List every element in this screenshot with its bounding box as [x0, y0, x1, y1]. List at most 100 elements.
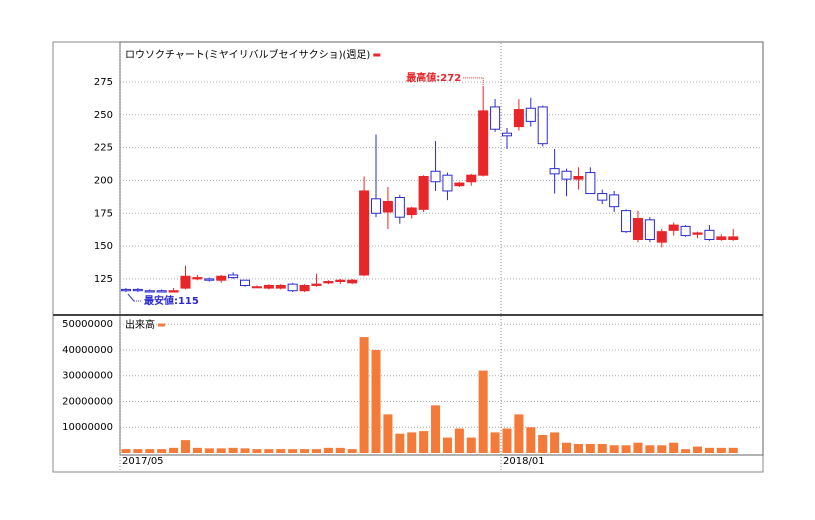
- candle-body: [394, 197, 405, 218]
- volume-bar: [216, 448, 226, 453]
- candle-body: [490, 106, 501, 130]
- candle-body: [347, 279, 358, 284]
- candle-body: [454, 182, 465, 187]
- candle-body: [287, 283, 298, 292]
- candle-body: [263, 284, 274, 289]
- candle-body: [418, 176, 429, 210]
- candle-body: [144, 290, 155, 293]
- candle-body: [597, 193, 608, 201]
- volume-bar: [192, 447, 202, 453]
- volume-bar: [228, 447, 238, 453]
- candle-body: [632, 218, 643, 241]
- y-tick-label: 275: [94, 77, 113, 88]
- volume-bar: [145, 449, 155, 453]
- candle-body: [513, 109, 524, 128]
- volume-bar: [692, 446, 703, 453]
- volume-bar: [359, 337, 369, 453]
- candle-body: [609, 194, 620, 208]
- volume-bar: [550, 432, 560, 453]
- volume-bar: [335, 447, 345, 453]
- volume-bar: [645, 445, 655, 453]
- candle-body: [621, 210, 632, 233]
- candle-body: [168, 290, 179, 293]
- y-tick-label: 10000000: [62, 422, 113, 433]
- candle-body: [359, 190, 370, 276]
- annotation-leader: [127, 293, 135, 302]
- volume-bar: [490, 432, 500, 453]
- y-tick-label: 175: [94, 208, 113, 219]
- volume-bar: [442, 437, 452, 453]
- volume-bar: [728, 447, 738, 453]
- volume-bar: [431, 405, 441, 453]
- volume-bar: [454, 428, 464, 453]
- y-tick-label: 40000000: [62, 345, 113, 356]
- volume-bar: [466, 437, 476, 453]
- volume-bar: [204, 448, 214, 453]
- volume-bar: [669, 442, 679, 453]
- volume-bar: [514, 414, 524, 453]
- volume-bar: [276, 449, 286, 453]
- candle-body: [680, 225, 691, 237]
- y-tick-label: 250: [94, 110, 113, 121]
- volume-bar: [716, 447, 726, 453]
- y-tick-label: 200: [94, 175, 113, 186]
- volume-bar: [383, 414, 393, 453]
- candle-body: [382, 200, 393, 213]
- candle-body: [228, 274, 239, 279]
- plot-frame: [119, 41, 764, 456]
- candle-body: [668, 224, 679, 231]
- candle-body: [561, 170, 572, 180]
- candle-body: [716, 236, 727, 241]
- volume-bar: [538, 434, 548, 453]
- volume-bar: [502, 428, 512, 453]
- volume-bar: [180, 440, 191, 453]
- volume-bar: [157, 449, 167, 453]
- volume-bar: [395, 433, 405, 453]
- volume-bar: [657, 445, 667, 453]
- candle-body: [204, 278, 215, 281]
- candle-body: [478, 110, 489, 176]
- candle-body: [644, 219, 655, 241]
- y-tick-label: 225: [94, 143, 113, 154]
- candle-body: [311, 283, 322, 286]
- candle-body: [549, 168, 560, 175]
- candle-body: [704, 229, 715, 241]
- candle-body: [525, 107, 536, 122]
- candle-body: [216, 275, 227, 281]
- volume-bar: [621, 445, 631, 453]
- candle-body: [585, 172, 596, 195]
- volume-bar: [609, 445, 619, 453]
- volume-bar: [300, 449, 310, 453]
- volume-bar: [562, 442, 572, 453]
- y-tick-label: 30000000: [62, 371, 113, 382]
- candle-body: [692, 232, 703, 235]
- candle-body: [180, 275, 191, 289]
- annotation: 最安値:115: [144, 294, 199, 307]
- candle-body: [406, 207, 417, 216]
- candle-body: [728, 236, 739, 241]
- volume-bar: [323, 447, 333, 453]
- x-tick-label: 2018/01: [503, 456, 545, 467]
- candle-body: [430, 170, 441, 183]
- candle-body: [501, 132, 513, 137]
- candle-body: [192, 277, 203, 280]
- candle-body: [656, 231, 667, 243]
- annotation: 最高値:272: [406, 71, 461, 84]
- candle-body: [335, 279, 346, 283]
- y-tick-label: 50000000: [62, 319, 113, 330]
- candle-body: [370, 198, 382, 214]
- candle-body: [323, 281, 334, 284]
- volume-bar: [288, 449, 298, 453]
- volume-bar: [478, 370, 488, 453]
- candle-body: [275, 284, 286, 289]
- volume-bar: [371, 349, 381, 453]
- chart-title: ロウソクチャート(ミヤイリバルブセイサクショ)(週足): [125, 48, 370, 61]
- x-tick-label: 2017/05: [122, 456, 164, 467]
- volume-bar: [419, 431, 429, 453]
- volume-title: 出来高: [125, 318, 155, 331]
- candle-body: [132, 288, 143, 292]
- candle-body: [240, 279, 251, 286]
- volume-bar: [526, 427, 536, 453]
- volume-bar: [347, 449, 357, 453]
